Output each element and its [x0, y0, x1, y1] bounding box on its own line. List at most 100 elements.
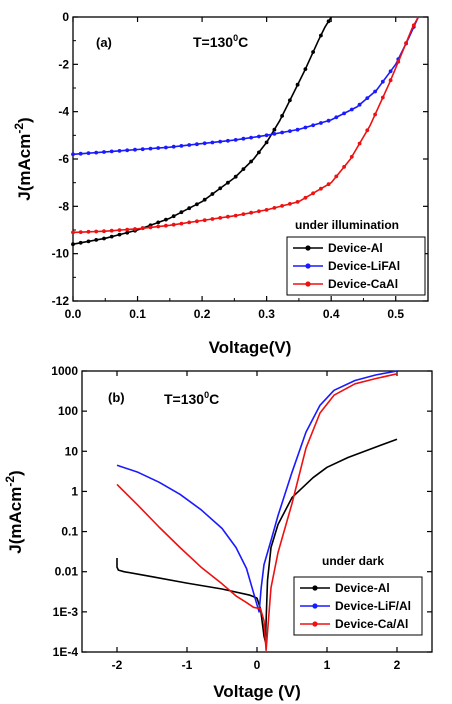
series-point-2 [140, 147, 145, 152]
series-point-1 [171, 214, 176, 219]
series-point-3 [117, 228, 122, 233]
series-point-2 [303, 125, 308, 130]
series-point-2 [373, 89, 377, 94]
y-tick-label: -8 [58, 199, 69, 213]
series-point-1 [187, 206, 192, 211]
series-point-3 [94, 229, 99, 234]
panel-b-legend: under dark Device-Al Device-LiF/Al Device-… [293, 554, 423, 636]
series-point-2 [357, 102, 362, 107]
series-point-3 [303, 195, 308, 200]
y-tick-label: 1 [71, 484, 78, 498]
panel-a-series [71, 16, 420, 247]
panel-b-chart: -2 -1 0 1 2 1000 100 10 1 0.1 0.01 1E-3 1E-4 (b) T=1… [3, 364, 433, 701]
series-point-3 [156, 224, 161, 229]
series-point-2 [86, 151, 91, 156]
series-point-2 [202, 141, 207, 146]
series-point-3 [280, 204, 284, 208]
series-point-2 [342, 111, 346, 116]
series-point-3 [272, 206, 277, 210]
legend-label: Device-Al [335, 581, 390, 595]
x-tick-label: 0.1 [129, 307, 146, 321]
series-point-3 [249, 210, 254, 215]
x-tick-label: 0 [254, 658, 261, 672]
series-point-3 [148, 225, 153, 230]
legend-swatch-marker [312, 585, 318, 591]
series-point-3 [86, 229, 91, 234]
series-point-2 [233, 138, 238, 142]
series-point-2 [272, 132, 277, 136]
y-tick-label: 0.1 [61, 525, 78, 539]
y-tick-label: -12 [52, 294, 70, 308]
y-tick-label: -6 [58, 152, 69, 166]
series-point-1 [86, 239, 91, 244]
y-tick-label: 0.01 [55, 565, 79, 579]
series-point-2 [102, 150, 106, 154]
series-point-2 [380, 79, 385, 84]
panel-a-xaxis-title: Voltage(V) [209, 338, 292, 357]
series-point-2 [319, 121, 323, 125]
series-point-3 [357, 141, 362, 146]
series-point-1 [179, 210, 184, 215]
y-tick-label: -10 [52, 247, 70, 261]
series-point-3 [226, 214, 230, 219]
series-line-2 [116, 370, 398, 613]
y-tick-label: 0 [62, 10, 69, 24]
series-point-3 [233, 213, 238, 218]
panel-b-series [116, 370, 398, 652]
x-tick-label: 2 [394, 658, 401, 672]
series-point-3 [257, 209, 261, 214]
series-point-1 [295, 82, 300, 87]
series-point-1 [264, 140, 269, 145]
series-point-3 [396, 59, 401, 64]
series-point-1 [156, 220, 161, 225]
legend-swatch-marker [305, 245, 311, 251]
series-point-2 [388, 69, 393, 74]
x-tick-label: 0.2 [194, 307, 211, 321]
series-point-2 [311, 123, 315, 128]
series-point-3 [311, 191, 315, 196]
series-point-2 [257, 134, 261, 139]
series-point-1 [102, 236, 106, 241]
series-point-2 [349, 107, 354, 112]
series-point-1 [319, 33, 323, 38]
series-point-3 [334, 174, 339, 179]
series-point-3 [210, 217, 215, 221]
series-point-3 [326, 182, 331, 187]
series-point-3 [171, 222, 176, 227]
series-point-3 [202, 218, 207, 223]
y-tick-label: -4 [58, 105, 69, 119]
legend-swatch-marker [305, 281, 311, 287]
series-point-3 [109, 228, 114, 233]
series-point-1 [202, 197, 207, 202]
x-tick-label: 0.0 [65, 307, 82, 321]
series-point-1 [280, 114, 284, 118]
series-point-3 [365, 128, 370, 133]
series-point-1 [109, 234, 114, 239]
x-tick-label: 0.4 [323, 307, 340, 321]
series-point-3 [187, 220, 192, 225]
series-point-3 [380, 95, 385, 100]
series-point-3 [373, 112, 377, 117]
series-point-1 [288, 98, 292, 103]
series-point-1 [117, 232, 122, 237]
series-point-1 [218, 186, 223, 191]
panel-b-temperature: T=1300C [164, 390, 219, 407]
panel-a-yaxis-title: J(mAcm-2) [12, 117, 34, 200]
series-point-3 [164, 223, 168, 228]
y-tick-label: 10 [65, 444, 79, 458]
y-tick-label: 1E-4 [53, 645, 79, 659]
series-point-3 [78, 230, 83, 235]
series-point-1 [125, 230, 130, 235]
series-point-3 [295, 200, 300, 204]
legend-label: Device-Al [328, 241, 383, 255]
series-point-3 [71, 230, 75, 235]
series-point-2 [94, 150, 99, 155]
series-point-3 [288, 202, 292, 206]
series-point-3 [388, 78, 393, 83]
panel-b-ticks: -2 -1 0 1 2 1000 100 10 1 0.1 0.01 1E-3 1E-4 [51, 364, 432, 672]
legend-label: Device-LiFAl [328, 259, 400, 273]
series-line-1 [116, 438, 398, 643]
series-point-1 [226, 180, 230, 185]
series-point-3 [133, 227, 137, 231]
